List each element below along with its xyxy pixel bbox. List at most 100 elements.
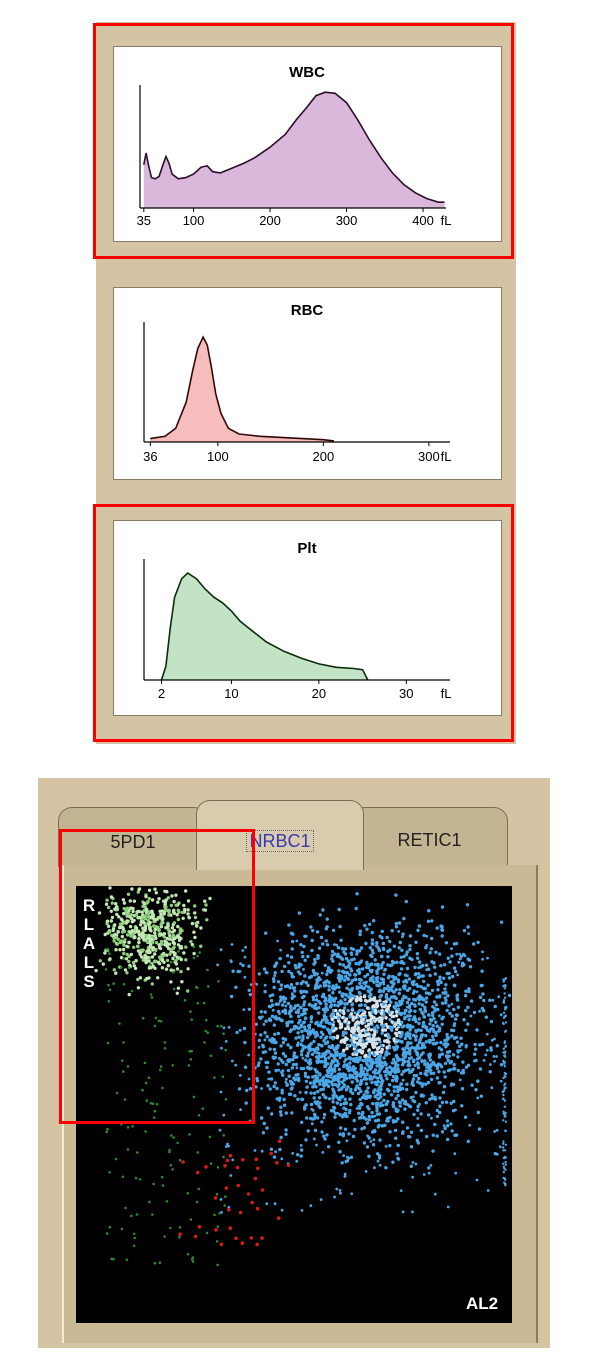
blue-cell-dot <box>275 1086 279 1091</box>
blue-cell-dot <box>409 1164 413 1168</box>
blue-cell-dot <box>392 995 397 999</box>
green-cell-dot <box>176 986 181 990</box>
blue-cell-dot <box>378 1138 382 1142</box>
blue-cell-dot <box>376 1076 380 1080</box>
blue-cell-dot <box>485 1032 489 1036</box>
green-cell-dot <box>179 957 183 962</box>
blue-cell-dot <box>276 1062 280 1066</box>
blue-cell-dot <box>411 1099 415 1103</box>
blue-cell-dot <box>297 1014 301 1019</box>
blue-cell-dot <box>313 1091 317 1095</box>
blue-cell-dot <box>375 944 379 948</box>
tab-nrbc1[interactable]: NRBC1 <box>196 800 364 870</box>
blue-cell-dot <box>490 1039 494 1042</box>
blue-cell-dot <box>375 971 379 975</box>
blue-cell-dot <box>427 1171 431 1175</box>
green-cell-dot <box>216 1166 220 1169</box>
green-cell-dot <box>178 931 182 935</box>
green-cell-dot <box>114 1157 118 1161</box>
blue-cell-dot <box>423 1062 427 1066</box>
blue-cell-dot <box>338 924 342 929</box>
green-cell-dot <box>122 957 126 960</box>
blue-cell-dot <box>375 1029 379 1032</box>
green-cell-dot <box>122 943 126 947</box>
blue-cell-dot <box>445 1032 449 1037</box>
blue-cell-dot <box>268 1038 272 1042</box>
red-cell-dot <box>249 1236 254 1240</box>
blue-cell-dot <box>284 1080 288 1084</box>
blue-cell-dot <box>304 981 309 985</box>
blue-cell-dot <box>290 1066 294 1070</box>
blue-cell-dot <box>321 942 325 946</box>
blue-cell-dot <box>460 1087 465 1091</box>
blue-cell-dot <box>384 1166 388 1170</box>
blue-cell-dot <box>415 1057 420 1061</box>
blue-cell-dot <box>290 992 294 995</box>
blue-cell-dot <box>327 1056 331 1060</box>
blue-cell-dot <box>434 1031 438 1035</box>
blue-cell-dot <box>384 999 388 1004</box>
blue-cell-dot <box>442 1085 447 1089</box>
blue-cell-dot <box>285 954 290 958</box>
green-cell-dot <box>104 968 108 971</box>
blue-cell-dot <box>393 1068 397 1072</box>
blue-cell-dot <box>345 1063 349 1067</box>
green-cell-dot <box>155 1102 159 1106</box>
blue-cell-dot <box>404 1008 408 1013</box>
blue-cell-dot <box>273 971 277 975</box>
green-cell-dot <box>145 901 149 905</box>
blue-cell-dot <box>418 960 422 964</box>
tab-5pd1[interactable]: 5PD1 <box>58 807 208 867</box>
green-cell-dot <box>152 1116 156 1119</box>
blue-cell-dot <box>376 1101 380 1106</box>
blue-cell-dot <box>340 947 345 951</box>
blue-cell-dot <box>328 1035 333 1039</box>
green-cell-dot <box>159 1020 163 1023</box>
plt-histogram-title: Plt <box>297 540 316 557</box>
plt-tick-label: 20 <box>312 686 326 701</box>
blue-cell-dot <box>359 1089 363 1094</box>
green-cell-dot <box>136 986 141 990</box>
blue-cell-dot <box>379 1043 384 1048</box>
blue-cell-dot <box>328 997 332 1002</box>
blue-cell-dot <box>308 1116 313 1121</box>
blue-cell-dot <box>351 1134 356 1139</box>
blue-cell-dot <box>397 1007 401 1011</box>
blue-cell-dot <box>452 1007 456 1012</box>
green-cell-dot <box>163 1235 166 1238</box>
blue-cell-dot <box>276 1009 281 1014</box>
blue-cell-dot <box>391 1160 395 1164</box>
blue-cell-dot <box>305 1116 309 1120</box>
blue-cell-dot <box>322 981 326 985</box>
blue-cell-dot <box>343 1063 347 1067</box>
blue-cell-dot <box>492 1055 496 1058</box>
blue-cell-dot <box>473 1059 476 1063</box>
blue-cell-dot <box>356 1042 360 1046</box>
green-cell-dot <box>145 949 150 953</box>
blue-cell-dot <box>362 986 366 991</box>
green-cell-dot <box>120 1227 124 1231</box>
red-cell-dot <box>224 1186 229 1190</box>
red-cell-dot <box>277 1216 281 1220</box>
green-cell-dot <box>143 905 148 909</box>
blue-cell-dot <box>292 1027 296 1031</box>
blue-cell-dot <box>348 1015 352 1019</box>
wbc-tick-label: 300 <box>336 213 358 228</box>
blue-cell-dot <box>282 995 286 999</box>
blue-cell-dot <box>435 1076 440 1080</box>
blue-cell-dot <box>386 1025 390 1029</box>
green-cell-dot <box>190 921 195 926</box>
blue-cell-dot <box>402 916 406 921</box>
blue-cell-dot <box>499 1063 504 1067</box>
blue-cell-dot <box>503 1074 506 1077</box>
blue-cell-dot <box>396 1058 400 1062</box>
blue-cell-dot <box>397 1024 400 1028</box>
blue-cell-dot <box>428 973 432 978</box>
green-cell-dot <box>114 902 118 906</box>
blue-cell-dot <box>280 1091 284 1095</box>
blue-cell-dot <box>412 1095 415 1099</box>
tab-retic1[interactable]: RETIC1 <box>351 807 508 867</box>
blue-cell-dot <box>280 969 284 974</box>
blue-cell-dot <box>431 1013 435 1018</box>
blue-cell-dot <box>334 1015 339 1020</box>
